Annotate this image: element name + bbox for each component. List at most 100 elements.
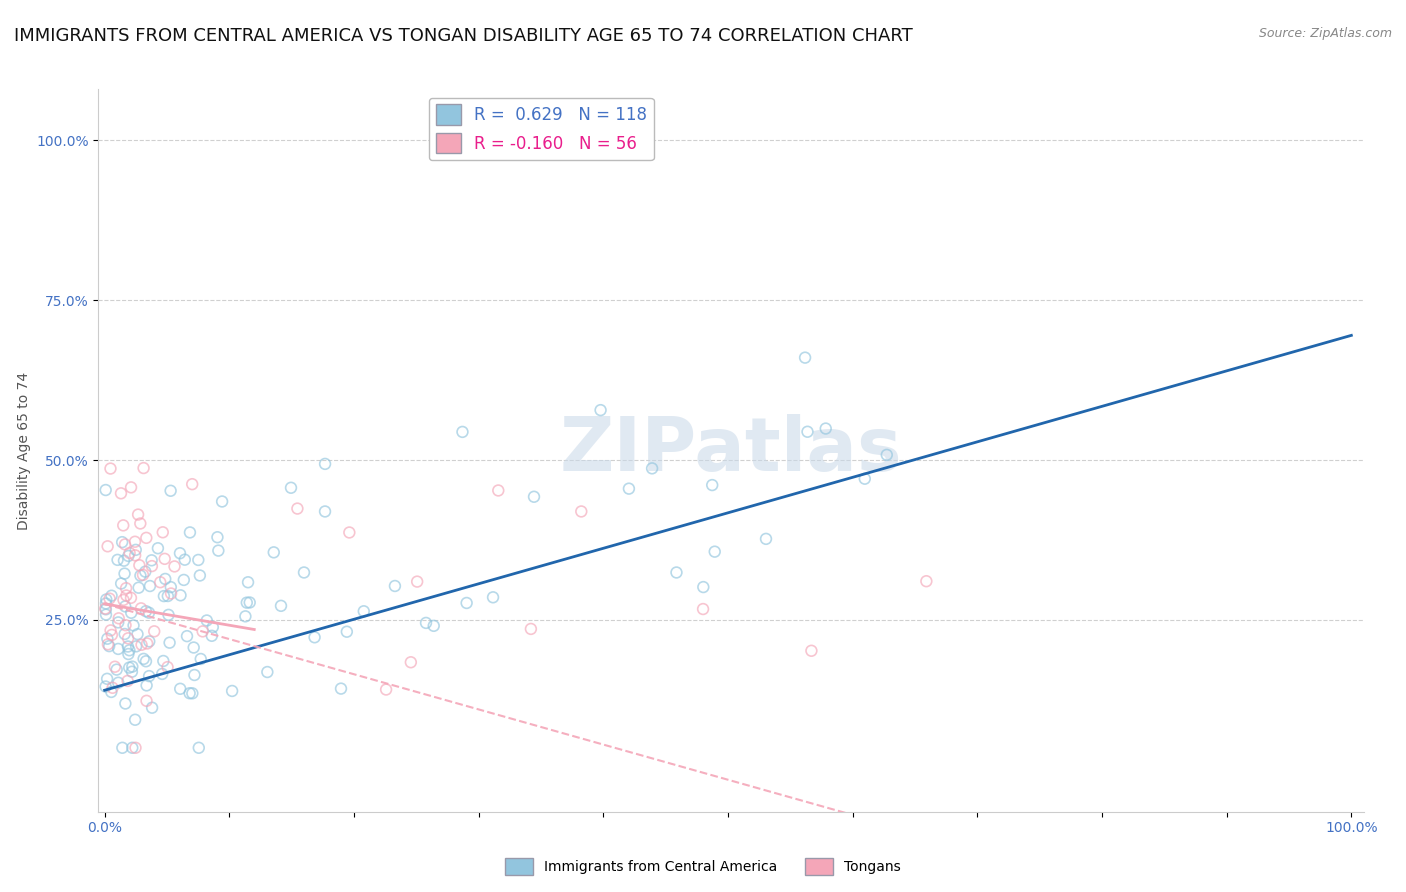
Point <box>100 461 122 475</box>
Point <box>163 559 186 574</box>
Point <box>118 546 141 560</box>
Point <box>794 351 817 365</box>
Point <box>127 627 149 641</box>
Point <box>814 421 837 435</box>
Point <box>422 619 444 633</box>
Point <box>155 572 177 586</box>
Text: Source: ZipAtlas.com: Source: ZipAtlas.com <box>1258 27 1392 40</box>
Point <box>263 545 285 559</box>
Point <box>97 539 120 553</box>
Point <box>94 680 117 694</box>
Point <box>141 559 163 574</box>
Point <box>139 579 162 593</box>
Point <box>135 604 157 618</box>
Point <box>104 659 127 673</box>
Point <box>96 632 118 646</box>
Point <box>135 694 157 708</box>
Point <box>337 525 360 540</box>
Point <box>128 581 150 595</box>
Point <box>118 643 141 657</box>
Point <box>153 552 176 566</box>
Point <box>132 461 155 475</box>
Point <box>486 483 509 498</box>
Point <box>135 531 157 545</box>
Point <box>181 477 204 491</box>
Point <box>876 448 898 462</box>
Point <box>127 508 149 522</box>
Point <box>100 589 122 603</box>
Point <box>179 686 201 700</box>
Text: ZIPatlas: ZIPatlas <box>560 414 903 487</box>
Point <box>112 593 135 607</box>
Point <box>800 644 823 658</box>
Point <box>523 490 546 504</box>
Point <box>280 481 302 495</box>
Point <box>117 549 139 563</box>
Point <box>129 516 152 531</box>
Point <box>236 575 259 590</box>
Point <box>94 601 117 615</box>
Point <box>120 480 142 494</box>
Point <box>159 580 181 594</box>
Point <box>176 629 198 643</box>
Point <box>105 663 128 677</box>
Point <box>94 597 117 611</box>
Point <box>188 568 211 582</box>
Point <box>125 640 148 654</box>
Point <box>114 599 136 614</box>
Point <box>100 624 122 638</box>
Point <box>94 602 117 616</box>
Point <box>132 567 155 582</box>
Point <box>236 596 259 610</box>
Point <box>617 482 640 496</box>
Point <box>159 483 181 498</box>
Point <box>692 602 714 616</box>
Point <box>114 697 136 711</box>
Point <box>129 601 152 615</box>
Point <box>117 673 139 688</box>
Point <box>120 591 142 605</box>
Point <box>287 501 309 516</box>
Point <box>520 622 543 636</box>
Point <box>114 618 136 632</box>
Point <box>191 624 214 639</box>
Point <box>314 457 336 471</box>
Point <box>150 667 173 681</box>
Point <box>138 669 160 683</box>
Point <box>132 652 155 666</box>
Point <box>124 740 146 755</box>
Legend: R =  0.629   N = 118, R = -0.160   N = 56: R = 0.629 N = 118, R = -0.160 N = 56 <box>429 97 654 160</box>
Point <box>169 546 191 560</box>
Point <box>121 659 143 673</box>
Point <box>117 632 139 646</box>
Point <box>107 553 129 567</box>
Point <box>314 504 336 518</box>
Point <box>122 618 145 632</box>
Point <box>134 565 156 579</box>
Point <box>207 543 229 558</box>
Point <box>96 672 118 686</box>
Point <box>121 740 143 755</box>
Point <box>125 542 148 557</box>
Point <box>256 665 278 679</box>
Point <box>183 640 205 655</box>
Point <box>221 684 243 698</box>
Point <box>157 607 180 622</box>
Point <box>124 549 146 563</box>
Point <box>101 681 124 695</box>
Point <box>101 628 124 642</box>
Point <box>235 609 257 624</box>
Point <box>138 634 160 648</box>
Point <box>110 576 132 591</box>
Point <box>115 581 138 595</box>
Point <box>143 624 166 639</box>
Point <box>107 615 129 630</box>
Point <box>107 611 129 625</box>
Point <box>796 425 818 439</box>
Point <box>136 636 159 650</box>
Point <box>98 639 121 653</box>
Point <box>915 574 938 589</box>
Point <box>456 596 478 610</box>
Point <box>415 615 437 630</box>
Point <box>152 525 174 540</box>
